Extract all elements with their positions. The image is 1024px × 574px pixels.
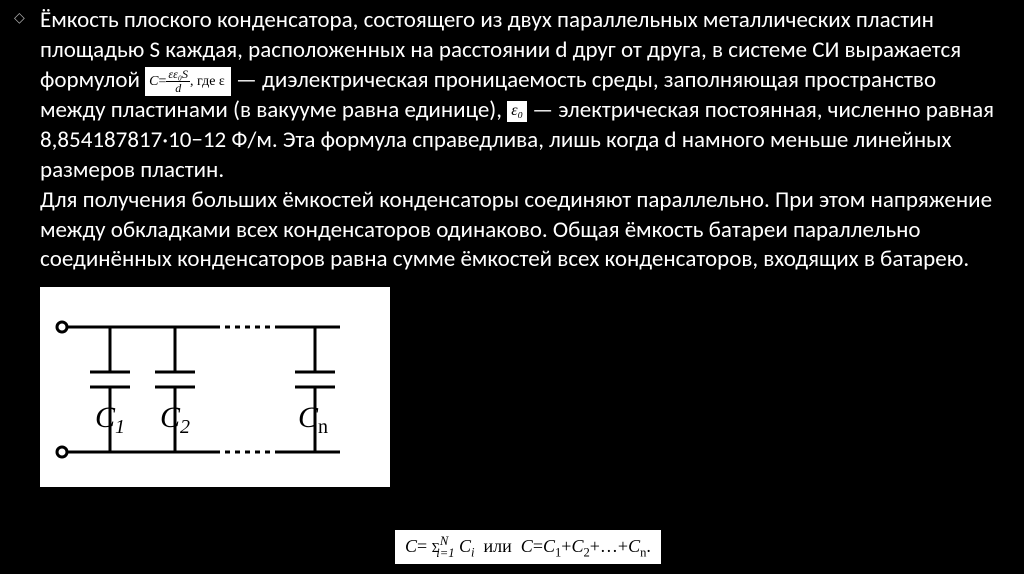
formula-eq: = — [159, 74, 167, 89]
paragraph-1: Ёмкость плоского конденсатора, состоящег… — [40, 6, 1004, 186]
label-cn: Cn — [298, 401, 328, 438]
formula-den: d — [166, 82, 190, 95]
epsilon0-inline: ε₀ — [507, 101, 527, 122]
label-c1: C1 — [95, 401, 125, 438]
paragraph-2: Для получения больших ёмкостей конденсат… — [40, 186, 1004, 276]
formula-fraction: εε₀Sd — [166, 68, 190, 95]
bullet-glyph: ◇ — [14, 9, 25, 27]
sum-formula: C= ΣNi=1 Ci или C=C1+C2+…+Cn. — [395, 530, 661, 564]
parallel-capacitors-circuit: C1 C2 Cn — [40, 287, 390, 487]
label-c2: C2 — [160, 401, 190, 438]
formula-num: εε₀S — [166, 68, 190, 82]
circuit-svg: C1 C2 Cn — [40, 287, 390, 487]
capacitance-formula-inline: C=εε₀Sd, где ε — [145, 67, 231, 96]
formula-lhs: C — [149, 74, 158, 89]
formula-tail: , где ε — [190, 74, 225, 89]
